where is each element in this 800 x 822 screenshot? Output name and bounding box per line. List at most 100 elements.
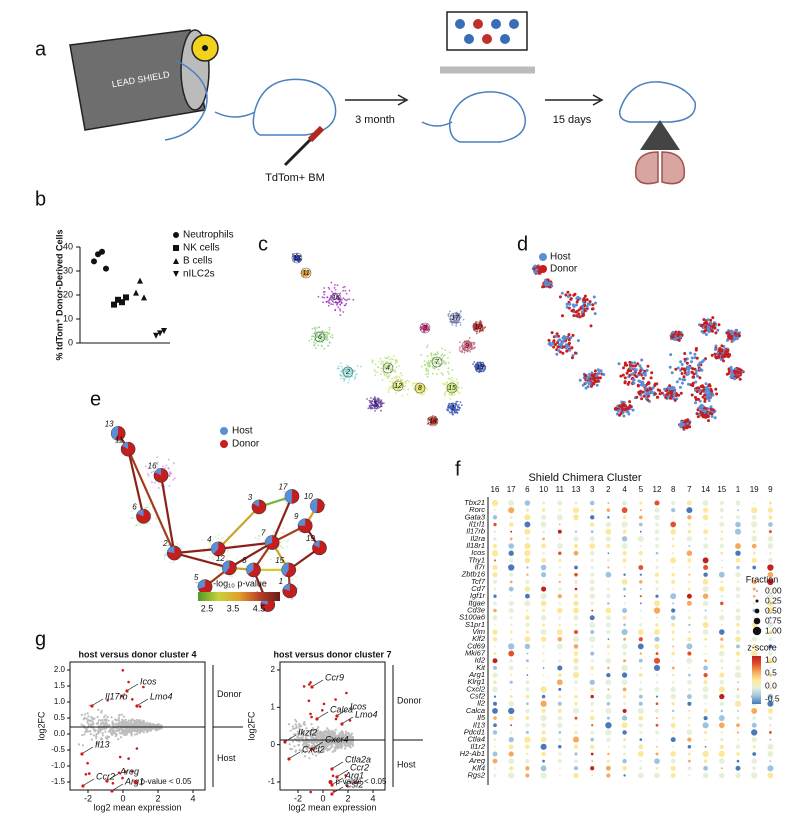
cell-dot: [165, 552, 167, 554]
cell-dot: [444, 395, 446, 397]
heatmap-dot: [508, 564, 514, 570]
cell-dot: [642, 377, 645, 380]
cell-dot: [594, 369, 597, 372]
cell-dot: [380, 363, 382, 365]
cell-dot: [737, 375, 740, 378]
cell-dot: [698, 376, 701, 379]
heatmap-dot: [591, 610, 593, 612]
heatmap-dot: [751, 729, 757, 735]
heatmap-dot: [573, 514, 579, 520]
legend-symbol: [173, 232, 179, 238]
heatmap-dot: [639, 673, 643, 677]
heatmap-dot: [606, 630, 610, 634]
heatmap-dot: [590, 522, 594, 526]
heatmap-dot: [703, 773, 709, 779]
cell-dot: [707, 419, 710, 422]
cell-dot: [350, 369, 352, 371]
cell-dot: [444, 354, 446, 356]
cell-dot: [584, 295, 587, 298]
heatmap-dot: [656, 681, 658, 683]
heatmap-dot: [639, 623, 642, 626]
heatmap-dot: [719, 522, 724, 527]
heatmap-dot: [540, 593, 546, 599]
cell-dot: [136, 524, 138, 526]
heatmap-dot: [656, 702, 659, 705]
cell-dot: [443, 361, 445, 363]
cell-dot: [738, 368, 741, 371]
heatmap-dot: [688, 616, 691, 619]
heatmap-dot: [524, 529, 530, 535]
heatmap-dot: [705, 552, 707, 554]
cell-dot: [315, 343, 317, 345]
heatmap-dot: [623, 745, 626, 748]
node-label: 8: [242, 556, 247, 565]
heatmap-dot: [590, 515, 594, 519]
heatmap-dot: [508, 772, 514, 778]
heatmap-dot: [737, 659, 740, 662]
cell-dot: [711, 326, 714, 329]
cell-dot: [452, 324, 454, 326]
heatmap-dot: [703, 622, 709, 628]
cell-dot: [670, 395, 673, 398]
cell-dot: [459, 341, 461, 343]
heatmap-dot: [670, 522, 676, 528]
cluster-label: 2: [345, 369, 350, 376]
heatmap-dot: [606, 673, 610, 677]
heatmap-dot: [623, 573, 625, 575]
cell-dot: [708, 330, 711, 333]
heatmap-dot: [493, 716, 496, 719]
cell-dot: [635, 396, 638, 399]
cell-dot: [645, 393, 648, 396]
heatmap-dot: [735, 665, 740, 670]
heatmap-dot: [705, 645, 707, 647]
heatmap-dot: [494, 588, 497, 591]
heatmap-dot: [703, 514, 709, 520]
cell-dot: [714, 356, 717, 359]
cell-dot: [702, 318, 705, 321]
cell-dot: [459, 392, 461, 394]
cell-dot: [441, 353, 443, 355]
heatmap-dot: [672, 588, 674, 590]
heatmap-dot: [688, 523, 691, 526]
heatmap-dot: [591, 602, 594, 605]
cell-dot: [165, 464, 167, 466]
heatmap-dot: [721, 559, 723, 561]
cell-dot: [444, 384, 446, 386]
cell-dot: [330, 303, 332, 305]
node-label: 2: [162, 539, 168, 548]
heatmap-dot: [526, 667, 528, 669]
heatmap-dot: [574, 745, 578, 749]
cell-dot: [147, 473, 149, 475]
cell-dot: [441, 348, 443, 350]
heatmap-dot: [623, 638, 626, 641]
cell-dot: [584, 374, 587, 377]
heatmap-dot: [494, 645, 496, 647]
heatmap-dot: [704, 731, 707, 734]
heatmap-dot: [510, 689, 512, 691]
heatmap-dot: [638, 716, 643, 721]
cell-dot: [227, 551, 229, 553]
cell-dot: [408, 381, 410, 383]
heatmap-dot: [492, 550, 498, 556]
heatmap-dot: [655, 623, 658, 626]
cell-dot: [401, 379, 403, 381]
heatmap-dot: [670, 694, 676, 700]
heatmap-dot: [559, 524, 561, 526]
cell-dot: [317, 344, 319, 346]
cell-dot: [384, 374, 386, 376]
node-label: 5: [194, 573, 199, 582]
node-label: 6: [132, 502, 137, 511]
point: [91, 258, 97, 264]
heatmap-dot: [606, 766, 611, 771]
cluster-label: 15: [448, 385, 456, 392]
cell-dot: [473, 342, 475, 344]
column-label: 8: [671, 485, 676, 494]
cell-dot: [581, 310, 584, 313]
heatmap-dot: [703, 601, 709, 607]
legend-tick: 0.50: [765, 605, 782, 615]
cell-dot: [727, 353, 730, 356]
cell-dot: [567, 333, 570, 336]
cell-dot: [547, 283, 550, 286]
heatmap-dot: [573, 665, 578, 670]
cell-dot: [367, 407, 369, 409]
